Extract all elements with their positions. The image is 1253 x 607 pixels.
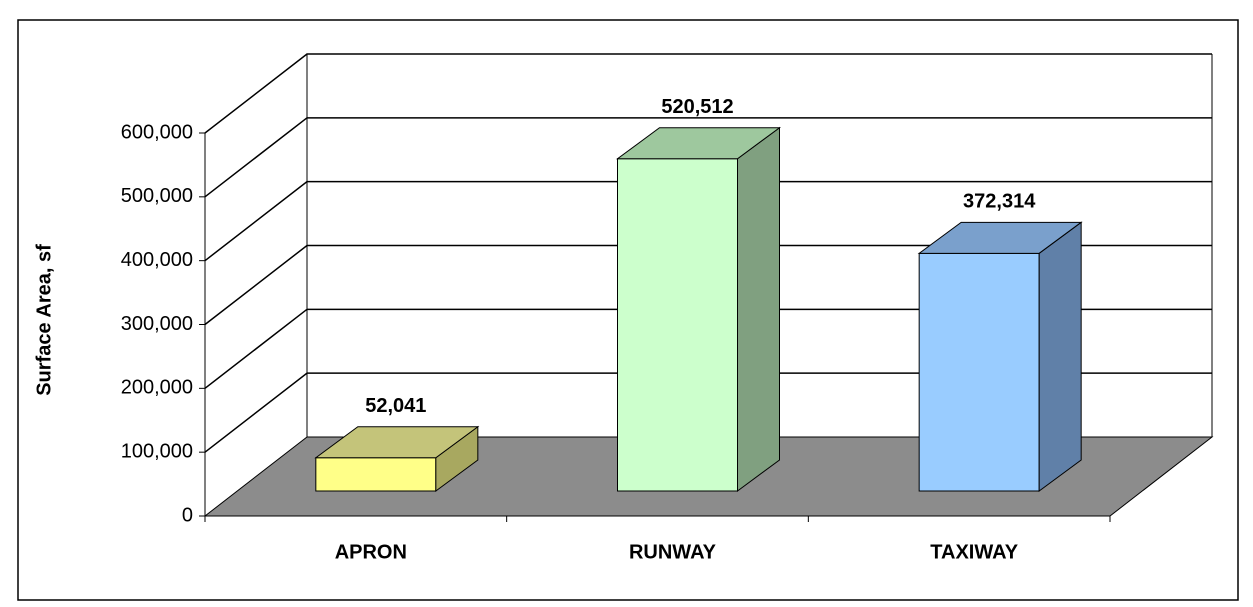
y-tick-label: 500,000: [121, 185, 193, 207]
x-tick-label: APRON: [335, 541, 407, 563]
grid-line: [204, 372, 1212, 453]
bar-front: [315, 457, 437, 492]
x-tick-label: TAXIWAY: [930, 541, 1018, 563]
x-tick-label: RUNWAY: [629, 541, 717, 563]
bar-side: [1038, 221, 1082, 492]
grid-line: [204, 180, 1212, 262]
bar-top: [917, 221, 1083, 254]
data-label: 52,041: [365, 395, 426, 417]
bar-side: [737, 126, 780, 492]
grid-line: [204, 244, 1212, 326]
grid-line: [204, 117, 1212, 198]
y-tick-label: 300,000: [121, 313, 193, 335]
data-label: 520,512: [661, 96, 733, 118]
y-tick-label: 200,000: [121, 377, 193, 399]
data-label: 372,314: [963, 191, 1036, 213]
bar-top: [615, 127, 782, 160]
bar: [917, 221, 1083, 492]
bar-front: [918, 252, 1040, 492]
bar: [314, 425, 480, 492]
grid-line: [204, 308, 1212, 389]
bar-front: [617, 158, 738, 492]
y-axis-label: Surface Area, sf: [33, 244, 55, 396]
y-tick-label: 600,000: [121, 121, 193, 143]
y-tick-label: 0: [182, 504, 193, 526]
bar: [615, 126, 782, 492]
y-tick-label: 400,000: [121, 249, 193, 271]
y-tick-label: 100,000: [121, 440, 193, 462]
bar-top: [314, 426, 480, 459]
grid-line: [204, 53, 1212, 134]
